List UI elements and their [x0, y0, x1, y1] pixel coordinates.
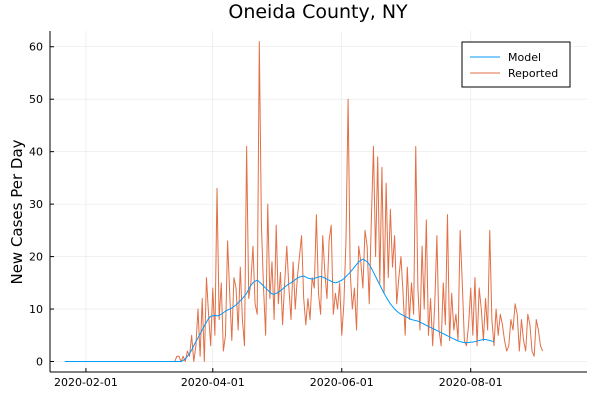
series [64, 40, 544, 363]
ticks: 2020-02-01 2020-04-01 2020-06-01 2020-08-01… [29, 41, 503, 389]
x-tick-label-2: 2020-06-01 [310, 376, 374, 389]
y-tick-label-6: 60 [29, 41, 43, 54]
x-tick-label-0: 2020-02-01 [54, 376, 118, 389]
x-tick-label-1: 2020-04-01 [181, 376, 245, 389]
y-tick-label-3: 30 [29, 198, 43, 211]
series-line-model [64, 258, 495, 363]
chart-title: Oneida County, NY [228, 1, 408, 23]
y-tick-label-0: 0 [36, 356, 43, 369]
y-tick-label-1: 10 [29, 303, 43, 316]
y-tick-label-2: 20 [29, 251, 43, 264]
x-tick-label-3: 2020-08-01 [439, 376, 503, 389]
axes [49, 31, 587, 373]
legend: Model Reported [461, 41, 571, 88]
y-tick-label-5: 50 [29, 93, 43, 106]
y-axis-label: New Cases Per Day [8, 139, 26, 284]
legend-label-model: Model [508, 51, 541, 64]
legend-box [461, 41, 571, 88]
legend-label-reported: Reported [508, 67, 558, 80]
y-tick-label-4: 40 [29, 146, 43, 159]
